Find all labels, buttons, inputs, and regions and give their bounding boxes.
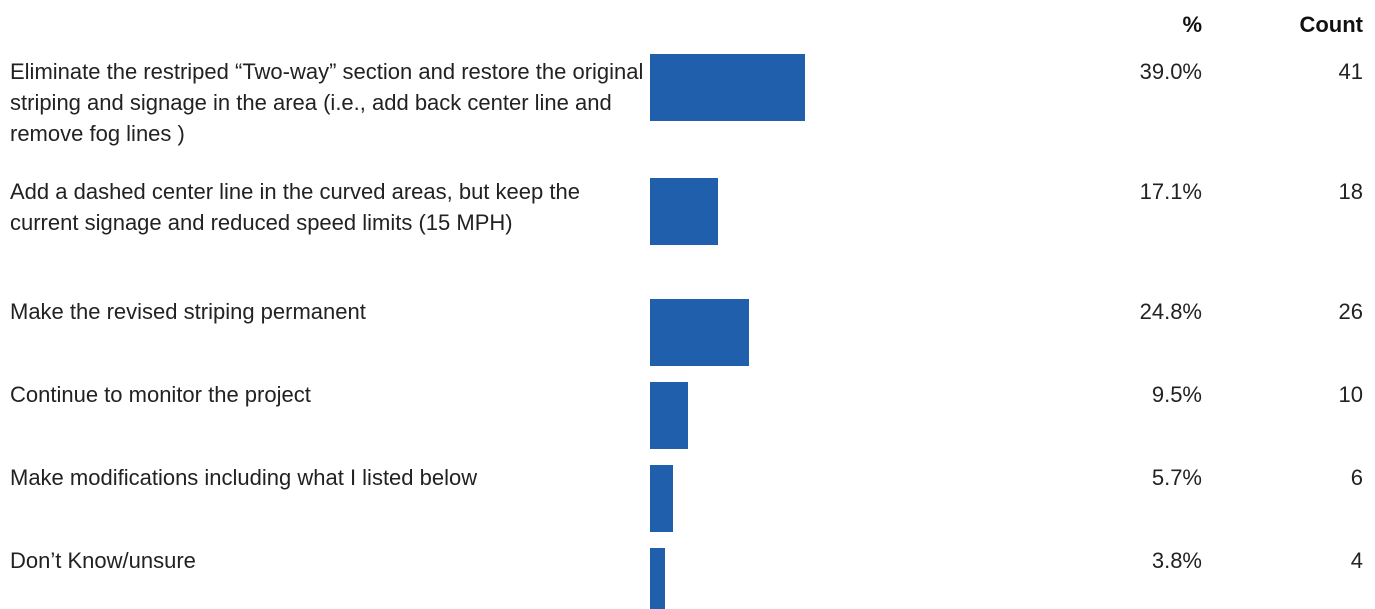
category-label: Make modifications including what I list… bbox=[10, 465, 478, 490]
percent-column-header: % bbox=[1182, 12, 1202, 37]
chart-row: Continue to monitor the project 9.5% 10 bbox=[0, 373, 1375, 456]
count-column-header: Count bbox=[1299, 12, 1363, 37]
percent-value: 5.7% bbox=[1151, 465, 1202, 490]
count-value: 41 bbox=[1338, 59, 1363, 84]
count-value: 26 bbox=[1338, 299, 1363, 324]
bar bbox=[650, 382, 688, 449]
bar bbox=[650, 178, 718, 245]
count-value: 18 bbox=[1338, 179, 1363, 204]
chart-row: Don’t Know/unsure 3.8% 4 bbox=[0, 539, 1375, 609]
count-value: 6 bbox=[1350, 465, 1363, 490]
percent-value: 3.8% bbox=[1151, 548, 1202, 573]
category-label: Eliminate the restriped “Two-way” sectio… bbox=[10, 59, 644, 146]
chart-row: Add a dashed center line in the curved a… bbox=[0, 170, 1375, 290]
count-value: 4 bbox=[1350, 548, 1363, 573]
chart-row: Eliminate the restriped “Two-way” sectio… bbox=[0, 50, 1375, 170]
category-label: Continue to monitor the project bbox=[10, 382, 311, 407]
bar bbox=[650, 54, 805, 121]
bar bbox=[650, 299, 749, 366]
chart-row: Make the revised striping permanent 24.8%… bbox=[0, 290, 1375, 373]
category-label: Add a dashed center line in the curved a… bbox=[10, 179, 580, 235]
count-value: 10 bbox=[1338, 382, 1363, 407]
bar bbox=[650, 465, 673, 532]
category-label: Make the revised striping permanent bbox=[10, 299, 366, 324]
percent-value: 39.0% bbox=[1139, 59, 1202, 84]
percent-value: 24.8% bbox=[1139, 299, 1202, 324]
percent-value: 9.5% bbox=[1151, 382, 1202, 407]
chart-row: Make modifications including what I list… bbox=[0, 456, 1375, 539]
percent-value: 17.1% bbox=[1139, 179, 1202, 204]
category-label: Don’t Know/unsure bbox=[10, 548, 196, 573]
bar bbox=[650, 548, 665, 609]
